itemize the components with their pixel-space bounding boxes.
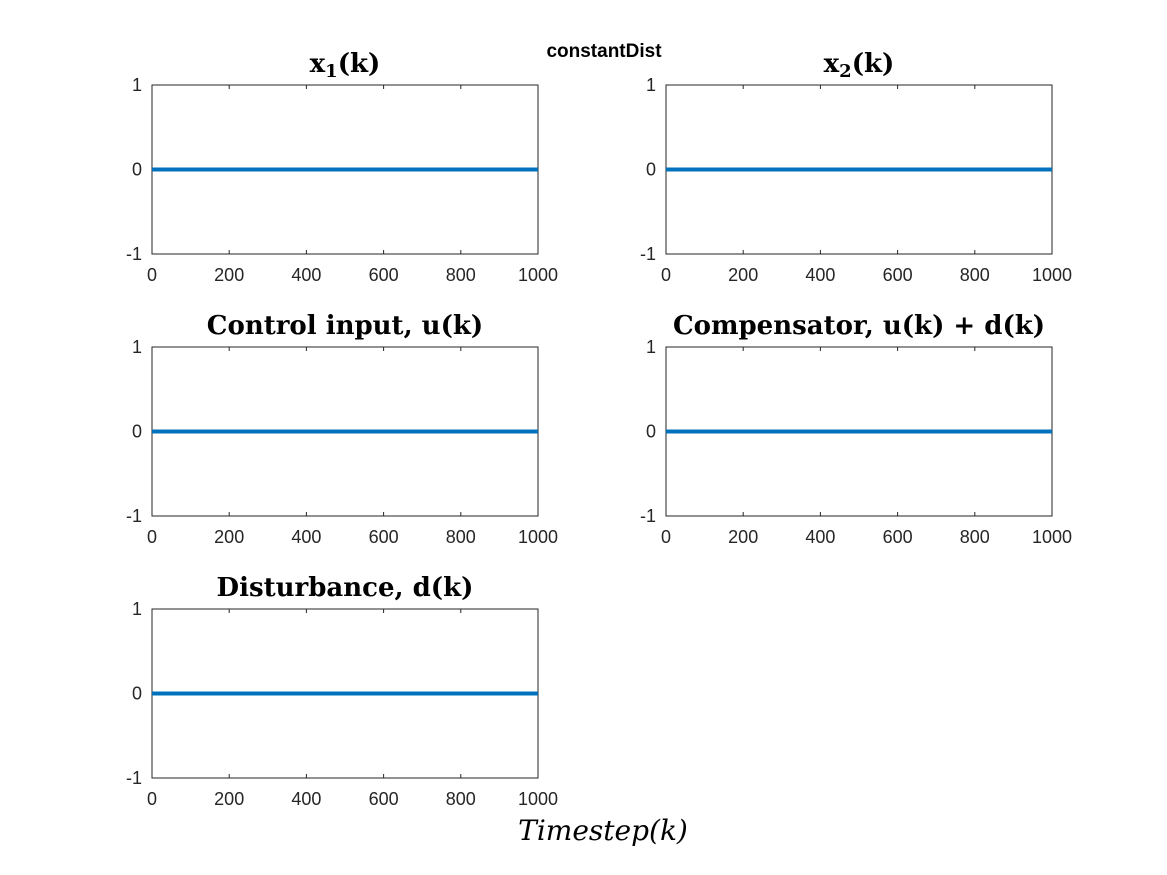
- x-tick-label: 1000: [1032, 265, 1072, 285]
- x-tick-label: 600: [369, 527, 399, 547]
- x-tick-label: 400: [291, 265, 321, 285]
- x-tick-label: 200: [214, 789, 244, 809]
- subplot-title: x1(k): [310, 49, 381, 82]
- x-tick-label: 800: [446, 527, 476, 547]
- x-tick-label: 800: [446, 789, 476, 809]
- x-tick-label: 800: [960, 265, 990, 285]
- y-tick-label: 1: [646, 75, 656, 95]
- x-tick-label: 600: [369, 265, 399, 285]
- y-tick-label: 1: [646, 337, 656, 357]
- y-tick-label: -1: [640, 506, 656, 526]
- x-tick-label: 0: [147, 527, 157, 547]
- figure-title: constantDist: [546, 41, 662, 62]
- y-tick-label: 1: [132, 599, 142, 619]
- x-tick-label: 400: [805, 265, 835, 285]
- x-tick-label: 0: [147, 265, 157, 285]
- title-subscript: 2: [839, 61, 852, 82]
- y-tick-label: -1: [126, 506, 142, 526]
- x-tick-label: 400: [291, 789, 321, 809]
- x-tick-label: 1000: [518, 527, 558, 547]
- y-tick-label: -1: [640, 244, 656, 264]
- y-tick-label: 1: [132, 337, 142, 357]
- title-main: x: [824, 49, 840, 79]
- y-tick-label: -1: [126, 244, 142, 264]
- x-tick-label: 600: [883, 527, 913, 547]
- x-tick-label: 600: [883, 265, 913, 285]
- x-axis-label: Timestep(k): [518, 814, 688, 847]
- title-rest: (k): [338, 49, 381, 79]
- x-tick-label: 200: [214, 265, 244, 285]
- y-tick-label: 0: [646, 422, 656, 442]
- x-tick-label: 1000: [1032, 527, 1072, 547]
- x-tick-label: 400: [805, 527, 835, 547]
- x-tick-label: 800: [446, 265, 476, 285]
- title-rest: (k): [852, 49, 895, 79]
- x-tick-label: 200: [728, 527, 758, 547]
- y-tick-label: 0: [132, 684, 142, 704]
- subplot-title: Disturbance, d(k): [217, 573, 474, 603]
- subplot-title: Control input, u(k): [207, 311, 483, 341]
- subplot-title: Compensator, u(k) + d(k): [673, 311, 1045, 341]
- x-tick-label: 1000: [518, 265, 558, 285]
- x-tick-label: 200: [728, 265, 758, 285]
- x-tick-label: 200: [214, 527, 244, 547]
- y-tick-label: -1: [126, 768, 142, 788]
- title-subscript: 1: [325, 61, 338, 82]
- x-tick-label: 400: [291, 527, 321, 547]
- title-main: x: [310, 49, 326, 79]
- y-tick-label: 0: [132, 160, 142, 180]
- y-tick-label: 0: [646, 160, 656, 180]
- x-tick-label: 0: [147, 789, 157, 809]
- x-tick-label: 800: [960, 527, 990, 547]
- x-tick-label: 1000: [518, 789, 558, 809]
- y-tick-label: 1: [132, 75, 142, 95]
- subplot-title: x2(k): [824, 49, 895, 82]
- x-tick-label: 0: [661, 527, 671, 547]
- y-tick-label: 0: [132, 422, 142, 442]
- x-tick-label: 600: [369, 789, 399, 809]
- x-tick-label: 0: [661, 265, 671, 285]
